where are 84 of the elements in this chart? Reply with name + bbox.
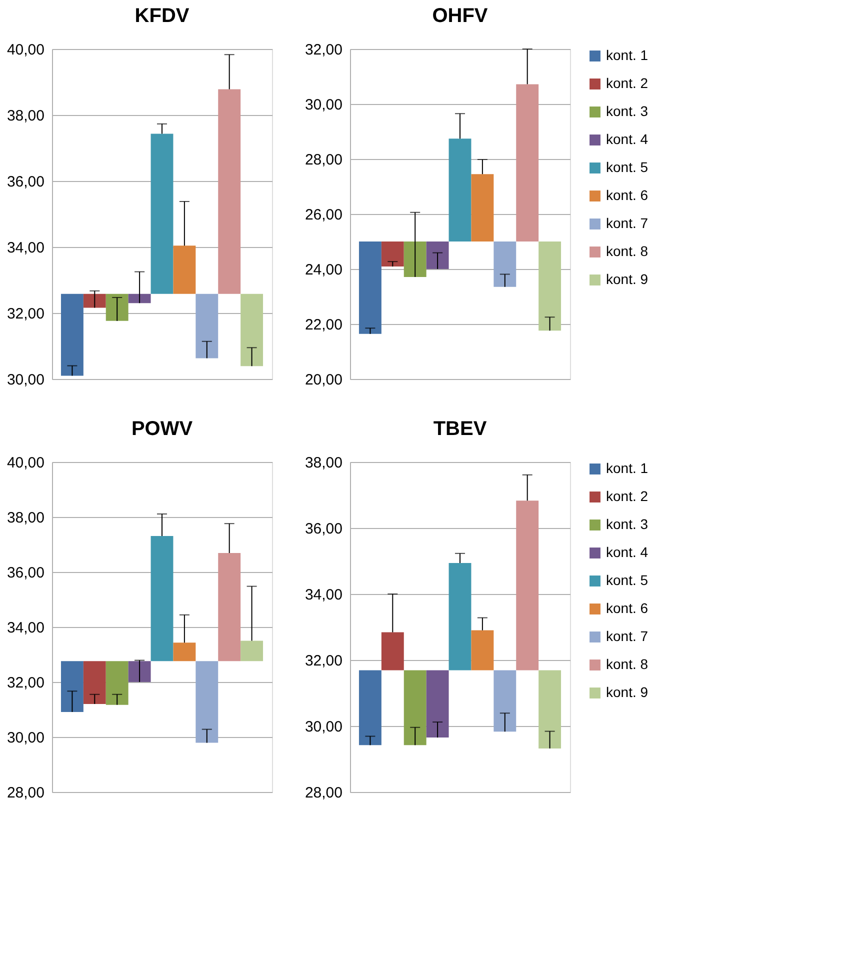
y-tick-label: 26,00 [304,206,342,224]
y-tick-label: 36,00 [6,174,44,190]
y-tick-label: 30,00 [6,372,44,388]
bar [173,642,196,662]
bar [196,294,218,358]
legend-label: kont. 8 [606,243,648,259]
legend-label: kont. 2 [606,488,648,504]
bar [404,670,426,746]
y-tick-label: 30,00 [304,96,342,114]
bar [218,553,241,662]
legend-label: kont. 9 [606,684,648,700]
legend-label: kont. 8 [606,656,648,672]
chart-title: POWV [131,418,194,440]
y-tick-label: 20,00 [304,372,342,388]
y-tick-label: 30,00 [6,730,44,746]
bar [150,134,174,294]
bar [538,242,562,331]
bar [426,670,449,738]
legend-label: kont. 6 [606,187,648,203]
legend-label: kont. 4 [606,131,648,147]
bar [494,670,516,732]
bar [60,661,84,712]
y-tick-label: 28,00 [6,784,44,802]
y-tick-label: 34,00 [6,620,44,636]
y-tick-label: 28,00 [304,784,342,802]
y-tick-label: 24,00 [304,262,342,278]
bar [60,294,84,376]
bar [83,661,106,704]
chart-title: TBEV [433,418,488,440]
y-tick-label: 32,00 [304,652,342,670]
bar [494,242,516,287]
y-tick-label: 34,00 [6,240,44,256]
bar [358,670,382,746]
bar [471,630,494,670]
y-tick-label: 28,00 [304,152,342,168]
bar [128,661,151,682]
legend-label: kont. 2 [606,75,648,91]
bar [83,294,106,308]
bar [106,661,128,705]
y-tick-label: 32,00 [6,306,44,322]
bar [471,174,494,242]
bar [240,640,264,662]
legend-label: kont. 9 [606,271,648,287]
legend-label: kont. 1 [606,47,648,63]
y-tick-label: 32,00 [6,674,44,692]
bar [196,661,218,743]
bar [538,670,562,748]
legend-label: kont. 6 [606,600,648,616]
y-tick-label: 32,00 [304,42,342,58]
y-tick-label: 34,00 [304,586,342,604]
bar [128,294,151,304]
chart-title: KFDV [134,5,190,27]
bar [516,500,539,670]
bar [173,246,196,294]
legend-label: kont. 1 [606,460,648,476]
bar [150,536,174,662]
legend-label: kont. 4 [606,544,648,560]
bar [358,242,382,334]
bar [106,294,128,321]
legend-label: kont. 5 [606,572,648,588]
bar [381,632,404,670]
chart-title: OHFV [432,5,488,27]
y-tick-label: 36,00 [6,564,44,582]
bar [426,242,449,269]
bar [240,294,264,366]
legend-label: kont. 7 [606,628,648,644]
y-tick-label: 40,00 [6,454,44,472]
bar [516,84,539,242]
legend-label: kont. 3 [606,103,648,119]
y-tick-label: 38,00 [6,510,44,526]
bar [448,562,472,670]
y-tick-label: 22,00 [304,316,342,334]
bar [404,242,426,277]
legend-label: kont. 7 [606,215,648,231]
bar [218,89,241,294]
y-tick-label: 30,00 [304,718,342,736]
y-tick-label: 38,00 [6,108,44,124]
y-tick-label: 40,00 [6,42,44,58]
bar [381,242,404,267]
legend-label: kont. 5 [606,159,648,175]
bar [448,138,472,242]
y-tick-label: 36,00 [304,520,342,538]
y-tick-label: 38,00 [304,454,342,472]
legend-label: kont. 3 [606,516,648,532]
